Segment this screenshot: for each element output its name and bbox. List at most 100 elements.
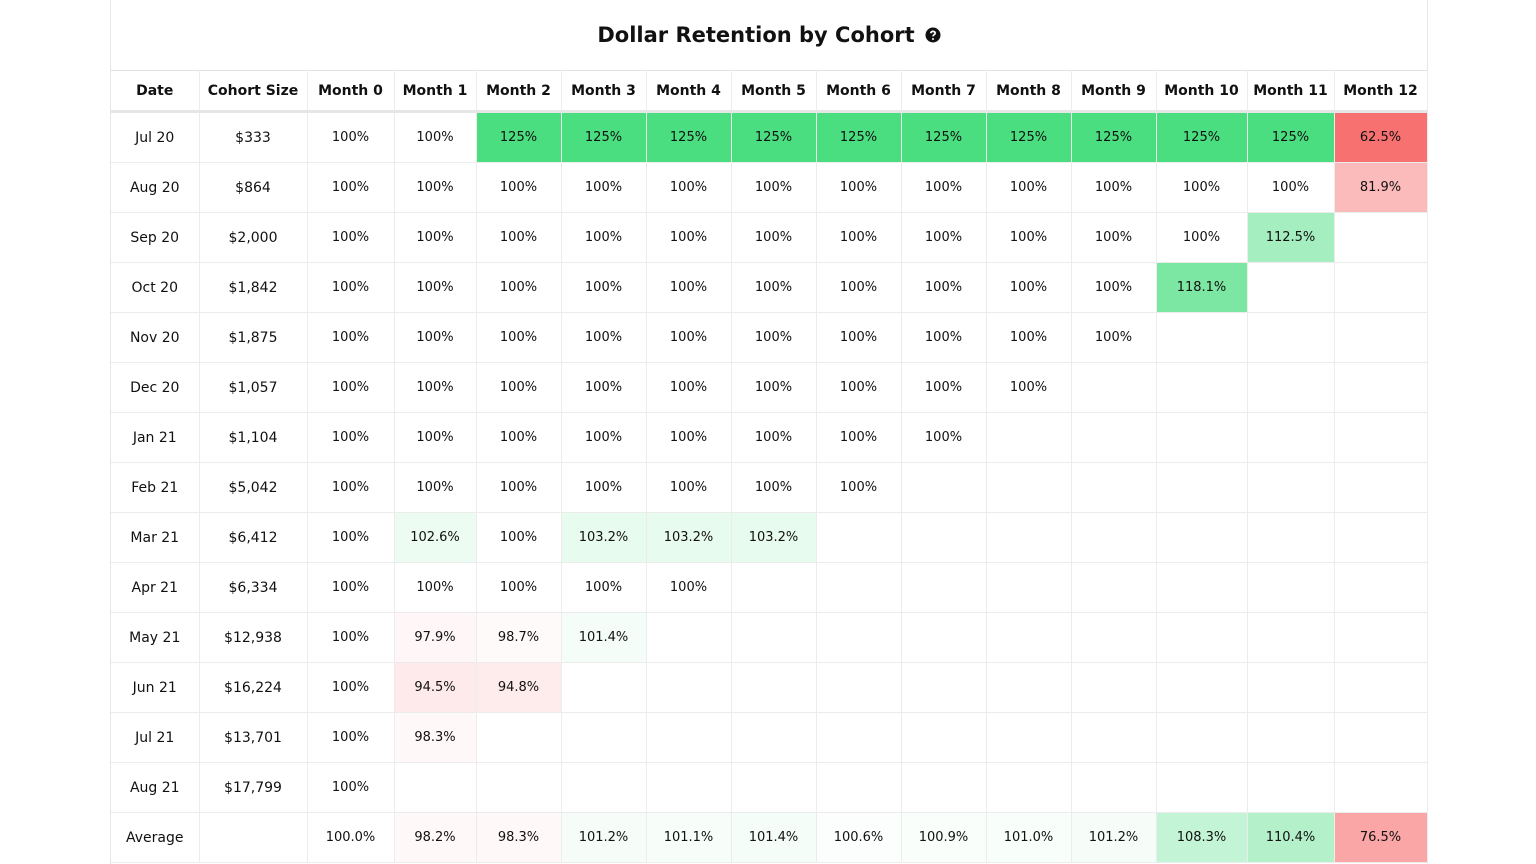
empty-cell [1156,412,1248,463]
retention-cell: 125% [476,111,562,163]
retention-cell: 100% [816,162,902,213]
empty-cell [1156,512,1248,563]
empty-cell [1334,412,1428,463]
retention-cell: 94.5% [394,662,477,713]
empty-cell [1247,412,1335,463]
cohort-row: Apr 21 $6,334 100% 100% 100% 100% 100% [111,562,1428,613]
cohort-row: Jan 21 $1,104 100% 100% 100% 100% 100% 100% 100%… [111,412,1428,463]
average-cell: 101.2% [1071,812,1157,863]
average-cell: 101.2% [561,812,647,863]
average-cell: 101.0% [986,812,1072,863]
cohort-size: $16,224 [199,662,308,713]
column-header: Cohort Size [199,70,308,113]
retention-cell: 100% [816,212,902,263]
retention-cell: 103.2% [731,512,817,563]
empty-cell [1334,512,1428,563]
retention-cell: 100% [394,312,477,363]
retention-cell: 100% [561,212,647,263]
empty-cell [646,712,732,763]
empty-cell [901,712,987,763]
retention-cell: 100% [307,762,395,813]
cohort-size: $333 [199,111,308,163]
retention-cell: 100% [307,162,395,213]
empty-cell [1071,612,1157,663]
empty-cell [646,612,732,663]
empty-cell [1334,462,1428,513]
retention-cell: 100% [1247,162,1335,213]
retention-cell: 125% [561,111,647,163]
cohort-date: Aug 20 [111,162,200,213]
empty-cell [1071,412,1157,463]
average-cell: 100.9% [901,812,987,863]
retention-cell: 125% [1071,111,1157,163]
retention-cell: 100% [476,412,562,463]
retention-cell: 100% [394,562,477,613]
empty-cell [1071,662,1157,713]
empty-cell [1156,712,1248,763]
retention-cell: 100% [646,562,732,613]
retention-cell: 100% [646,462,732,513]
retention-cell: 100% [561,412,647,463]
empty-cell [1156,762,1248,813]
column-header: Month 3 [561,70,647,113]
retention-cell: 100% [476,512,562,563]
average-cell: 98.2% [394,812,477,863]
retention-cell: 100% [394,412,477,463]
retention-cell: 100% [307,612,395,663]
retention-cell: 100% [394,462,477,513]
empty-cell [1156,362,1248,413]
retention-cell: 81.9% [1334,162,1428,213]
retention-cell: 100% [307,262,395,313]
retention-cell: 125% [1156,111,1248,163]
cohort-size: $1,875 [199,312,308,363]
retention-cell: 94.8% [476,662,562,713]
column-header: Month 1 [394,70,477,113]
cohort-row: Jun 21 $16,224 100% 94.5% 94.8% [111,662,1428,713]
retention-cell: 62.5% [1334,111,1428,163]
retention-cell: 100% [731,162,817,213]
retention-cell: 118.1% [1156,262,1248,313]
empty-cell [1156,662,1248,713]
cohort-row: Sep 20 $2,000 100% 100% 100% 100% 100% 100% 100%… [111,212,1428,263]
empty-cell [731,662,817,713]
average-label: Average [111,812,200,863]
empty-cell [1247,462,1335,513]
retention-cell: 125% [901,111,987,163]
empty-cell [1334,312,1428,363]
retention-cell: 125% [731,111,817,163]
empty-cell [731,762,817,813]
retention-cell: 103.2% [561,512,647,563]
column-header: Month 6 [816,70,902,113]
column-header: Month 2 [476,70,562,113]
retention-cell: 100% [561,362,647,413]
retention-cell: 100% [394,212,477,263]
empty-cell [816,762,902,813]
empty-cell [1334,612,1428,663]
empty-cell [476,762,562,813]
retention-cell: 100% [1156,162,1248,213]
cohort-size: $13,701 [199,712,308,763]
retention-cell: 100% [561,312,647,363]
retention-cell: 100% [986,362,1072,413]
empty-cell [1334,362,1428,413]
empty-cell [1156,612,1248,663]
retention-cell: 100% [901,312,987,363]
cohort-date: Sep 20 [111,212,200,263]
empty-cell [1334,562,1428,613]
column-header: Month 12 [1334,70,1428,113]
average-cell: 98.3% [476,812,562,863]
cohort-row: Jul 20 $333 100% 100% 125% 125% 125% 125% 125% 12… [111,111,1428,163]
retention-cell: 100% [307,662,395,713]
column-header: Month 7 [901,70,987,113]
average-row: Average 100.0% 98.2% 98.3% 101.2% 101.1% 101.4… [111,812,1428,863]
retention-cell: 100% [307,412,395,463]
cohort-table: Date Cohort Size Month 0 Month 1 Month 2 Mont… [111,70,1428,863]
empty-cell [986,712,1072,763]
retention-cell: 100% [307,362,395,413]
retention-cell: 125% [816,111,902,163]
help-icon[interactable] [925,27,941,43]
retention-cell: 100% [307,462,395,513]
cohort-row: Dec 20 $1,057 100% 100% 100% 100% 100% 100% 100%… [111,362,1428,413]
empty-cell [1247,312,1335,363]
